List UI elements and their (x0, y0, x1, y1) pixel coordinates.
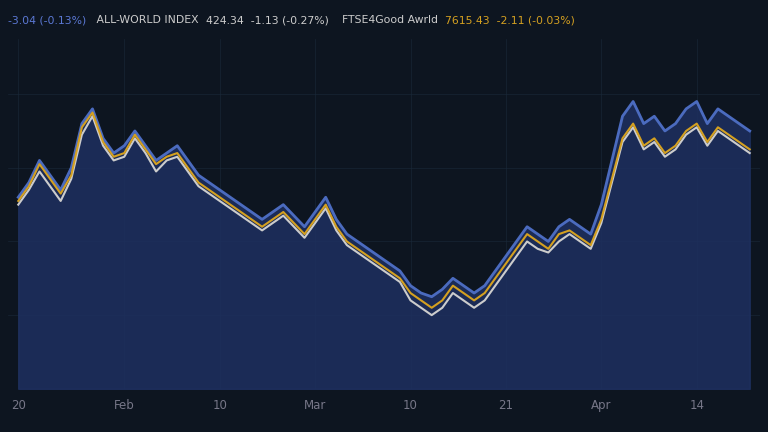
Text: 424.34  -1.13 (-0.27%): 424.34 -1.13 (-0.27%) (206, 15, 329, 25)
Text: 7615.43  -2.11 (-0.03%): 7615.43 -2.11 (-0.03%) (445, 15, 575, 25)
Text: FTSE4Good Awrld: FTSE4Good Awrld (329, 15, 445, 25)
Text: -3.04 (-0.13%): -3.04 (-0.13%) (8, 15, 86, 25)
Text: ALL-WORLD INDEX: ALL-WORLD INDEX (86, 15, 206, 25)
